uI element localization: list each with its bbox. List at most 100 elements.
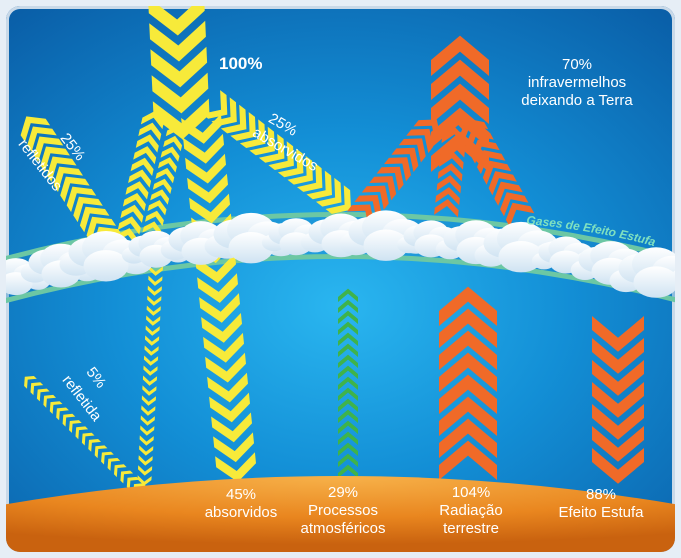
thin-solar-arrow-chevron bbox=[145, 325, 160, 336]
thin-solar-arrow-chevron bbox=[139, 445, 154, 456]
greenhouse-return-arrow-chevron bbox=[592, 382, 644, 418]
atmos-line1: Processos bbox=[307, 502, 379, 519]
ir-out-c-chevron bbox=[494, 181, 523, 206]
reflected-surface-arrow-chevron bbox=[114, 464, 127, 478]
incoming-solar-arrow-chevron bbox=[150, 46, 208, 88]
absorbed-top-arrow bbox=[201, 90, 351, 214]
thin-solar-arrow-chevron bbox=[145, 335, 160, 346]
thin-solar-arrow-chevron bbox=[140, 425, 155, 436]
atmos-process-arrow-chevron bbox=[338, 288, 358, 302]
ir-out-c-chevron bbox=[488, 171, 517, 196]
absorbed-top-arrow-chevron bbox=[316, 177, 342, 207]
atmos-process-arrow-chevron bbox=[338, 409, 358, 423]
ground-absorbed-arrow-chevron bbox=[187, 173, 228, 204]
reflected-surface-arrow-chevron bbox=[133, 483, 146, 496]
thin-solar-arrow-chevron bbox=[143, 355, 159, 366]
ground-absorbed-arrow-chevron bbox=[183, 133, 224, 164]
cloud bbox=[59, 231, 153, 282]
atmos-process-arrow-chevron bbox=[338, 464, 358, 478]
ground-absorbed-arrow-chevron bbox=[201, 313, 242, 343]
greenhouse-return-arrow-chevron bbox=[592, 338, 644, 374]
atmos-process-arrow-chevron bbox=[338, 354, 358, 368]
absorbed-top-arrow-chevron bbox=[268, 141, 294, 170]
atmos-process-arrow-chevron bbox=[338, 365, 358, 379]
reflected-surface-arrow-chevron bbox=[88, 439, 101, 452]
ir-out-main-arrow-chevron bbox=[431, 35, 489, 76]
reflected-top-arrow-c-chevron bbox=[145, 210, 164, 226]
thin-solar-arrow-chevron bbox=[141, 405, 156, 416]
reflected-top-arrow-a-chevron bbox=[40, 146, 70, 172]
ir-out-c-chevron bbox=[477, 150, 506, 175]
thin-solar-arrow-chevron bbox=[146, 305, 161, 316]
reflected-top-arrow-c-chevron bbox=[163, 135, 183, 152]
ir-out-main-arrow-chevron bbox=[431, 83, 489, 124]
reflected-surface-arrow-chevron bbox=[62, 413, 76, 427]
reflected-surface-arrow-chevron bbox=[120, 470, 134, 484]
thin-solar-arrow-chevron bbox=[142, 385, 157, 396]
ir-out-c-chevron bbox=[505, 202, 535, 227]
reflected-top-arrow-c-chevron bbox=[142, 221, 162, 237]
greenhouse-return-arrow-chevron bbox=[592, 448, 644, 484]
terrestrial-radiation-arrow-chevron bbox=[439, 418, 497, 458]
thin-solar-arrow-chevron bbox=[139, 435, 154, 446]
thin-solar-arrow-chevron bbox=[147, 285, 162, 296]
reflected-top-arrow-a-chevron bbox=[33, 136, 64, 162]
arrows-layer bbox=[20, 6, 644, 496]
reflected-surface-arrow-chevron bbox=[24, 376, 37, 389]
reflected-top-arrow-b-chevron bbox=[122, 193, 146, 212]
terrestrial-radiation-arrow-chevron bbox=[439, 352, 497, 392]
thin-solar-arrow-chevron bbox=[148, 265, 163, 276]
reflected-surface-arrow-chevron bbox=[75, 426, 89, 440]
radiation-line2: terrestre bbox=[443, 520, 499, 537]
atmos-process-arrow-chevron bbox=[338, 321, 358, 335]
ground-absorbed-arrow-chevron bbox=[181, 114, 222, 144]
reflected-top-arrow-b-chevron bbox=[117, 216, 141, 235]
ir-out-a-chevron bbox=[384, 157, 411, 182]
greenhouse-return-arrow-chevron bbox=[592, 404, 644, 440]
reflected-top-arrow-a-chevron bbox=[20, 116, 51, 142]
reflected-surface-arrow bbox=[24, 376, 146, 496]
reflected-surface-arrow-chevron bbox=[69, 420, 82, 433]
absorbed-top-arrow-chevron bbox=[239, 119, 266, 148]
absorbed-top-arrow-chevron bbox=[258, 134, 285, 163]
reflected-surface-arrow-chevron bbox=[36, 388, 50, 402]
reflected-surface-arrow-chevron bbox=[81, 432, 95, 446]
ir-out-a-chevron bbox=[406, 128, 434, 154]
ir-out-a-chevron bbox=[413, 119, 441, 144]
thin-solar-arrow-chevron bbox=[143, 365, 158, 376]
thin-solar-arrow-chevron bbox=[140, 415, 155, 426]
reflected-surface-arrow-chevron bbox=[94, 445, 108, 459]
thin-solar-arrow-chevron bbox=[148, 275, 163, 286]
ir-out-a-chevron bbox=[391, 147, 419, 172]
ir-out-line2: deixando a Terra bbox=[521, 92, 633, 109]
reflected-top-arrow-b-chevron bbox=[115, 228, 139, 247]
absorbed-top-arrow-chevron bbox=[211, 97, 237, 127]
thin-solar-arrow-chevron bbox=[141, 395, 156, 406]
ir-out-c-chevron bbox=[465, 129, 494, 154]
greenhouse-return-arrow-chevron bbox=[592, 316, 644, 352]
cloud bbox=[474, 221, 568, 273]
diagram-artwork: Gases de Efeito Estufa bbox=[6, 6, 675, 552]
atmos-process-arrow-chevron bbox=[338, 387, 358, 401]
reflected-top-arrow-b-chevron bbox=[128, 169, 152, 188]
greenhouse-return-arrow-chevron bbox=[592, 360, 644, 396]
thin-solar-arrow-chevron bbox=[144, 345, 159, 356]
cloud bbox=[609, 247, 675, 298]
incoming-solar-arrow-chevron bbox=[148, 6, 205, 36]
reflected-top-arrow-c-chevron bbox=[158, 157, 177, 173]
atmos-process-arrow-chevron bbox=[338, 299, 358, 313]
reflected-top-arrow-c-chevron bbox=[150, 189, 170, 205]
thin-solar-arrow-chevron bbox=[138, 455, 153, 466]
reflected-surface-arrow-chevron bbox=[49, 401, 63, 414]
absorbed-top-arrow-chevron bbox=[297, 163, 323, 192]
reflected-top-arrow-c-chevron bbox=[160, 146, 180, 162]
atmos-process-arrow-chevron bbox=[338, 431, 358, 445]
incoming-solar-arrow-chevron bbox=[149, 20, 206, 62]
reflected-top-arrow-b-chevron bbox=[120, 204, 144, 223]
thin-solar-arrow-chevron bbox=[137, 475, 152, 486]
absorbed-top-arrow-chevron bbox=[325, 185, 351, 214]
ground-absorbed-arrow-chevron bbox=[197, 273, 238, 303]
greenhouse-return-arrow bbox=[592, 316, 644, 484]
incoming-solar-arrow bbox=[148, 6, 210, 140]
reflected-surface-arrow-chevron bbox=[43, 394, 56, 408]
